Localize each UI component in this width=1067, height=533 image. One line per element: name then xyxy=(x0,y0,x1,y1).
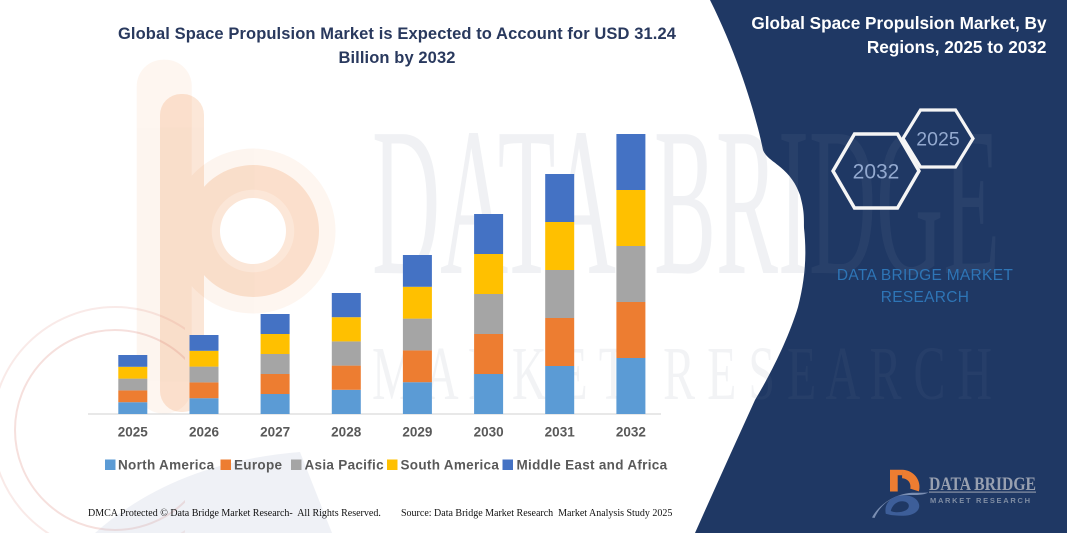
svg-text:2031: 2031 xyxy=(545,425,576,440)
svg-text:2030: 2030 xyxy=(474,425,504,440)
svg-text:2032: 2032 xyxy=(616,425,646,440)
svg-text:2025: 2025 xyxy=(916,129,960,151)
svg-text:2027: 2027 xyxy=(260,425,290,440)
svg-text:Asia Pacific: Asia Pacific xyxy=(305,458,385,473)
svg-text:Middle East and Africa: Middle East and Africa xyxy=(517,458,668,473)
svg-text:MARKET RESEARCH: MARKET RESEARCH xyxy=(930,496,1030,505)
svg-text:2028: 2028 xyxy=(331,425,362,440)
svg-text:Europe: Europe xyxy=(234,458,282,473)
svg-text:DATA BRIDGE: DATA BRIDGE xyxy=(929,475,1036,495)
svg-text:2029: 2029 xyxy=(402,425,432,440)
svg-text:2025: 2025 xyxy=(118,425,149,440)
svg-text:North America: North America xyxy=(118,458,215,473)
svg-text:South America: South America xyxy=(401,458,500,473)
svg-text:2026: 2026 xyxy=(189,425,220,440)
svg-text:2032: 2032 xyxy=(853,161,900,184)
